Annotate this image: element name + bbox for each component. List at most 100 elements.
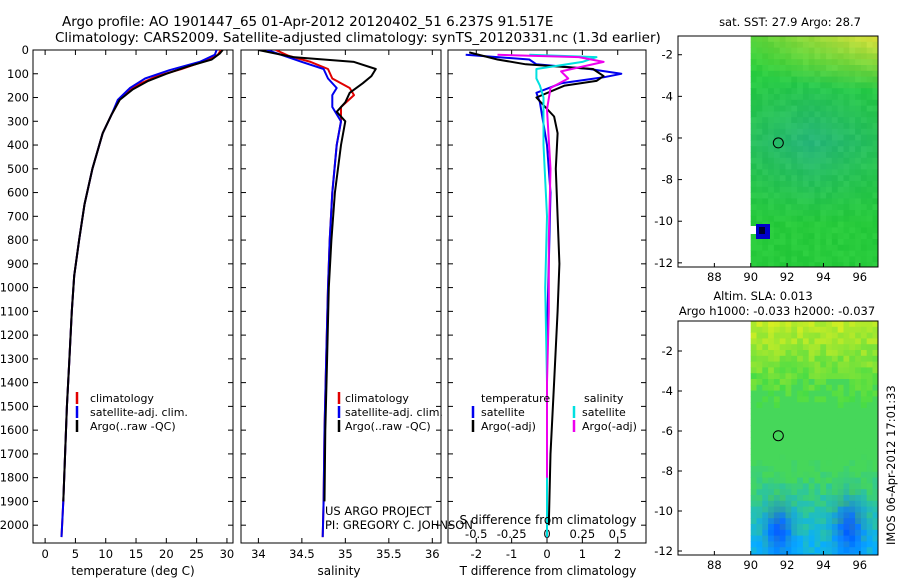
map-cell bbox=[785, 169, 792, 176]
map-cell bbox=[756, 367, 763, 374]
map-cell bbox=[826, 367, 833, 374]
map-cell bbox=[860, 321, 868, 328]
map-cell bbox=[797, 65, 804, 72]
map-cell bbox=[750, 65, 757, 72]
map-cell bbox=[773, 402, 781, 409]
map-cell bbox=[872, 111, 878, 118]
sla-map-axes: 88 90 92 94 96-2-4-6-8-10-12 bbox=[654, 344, 867, 572]
x-tick-label: 25 bbox=[189, 547, 204, 561]
x-tick-label: -1 bbox=[506, 547, 517, 561]
map-cell bbox=[843, 541, 850, 548]
map-cell bbox=[843, 88, 850, 95]
map-cell bbox=[802, 535, 810, 542]
map-cell bbox=[779, 152, 786, 159]
map-cell bbox=[855, 262, 862, 267]
map-cell bbox=[779, 111, 786, 118]
map-cell bbox=[860, 529, 868, 536]
y-tick-label: 1900 bbox=[0, 494, 29, 508]
map-cell bbox=[866, 53, 873, 60]
map-cell bbox=[866, 344, 873, 351]
map-cell bbox=[866, 134, 873, 141]
map-cell bbox=[762, 204, 769, 211]
map-cell bbox=[808, 367, 815, 374]
map-cell bbox=[826, 500, 833, 507]
map-cell bbox=[872, 408, 878, 415]
map-cell bbox=[820, 471, 827, 478]
map-cell bbox=[843, 215, 850, 222]
map-cell bbox=[855, 419, 862, 426]
map-cell bbox=[768, 326, 775, 333]
map-cell bbox=[849, 344, 856, 351]
map-cell bbox=[814, 332, 821, 339]
map-cell bbox=[860, 506, 868, 513]
map-cell bbox=[849, 59, 856, 66]
map-cell bbox=[843, 175, 850, 182]
map-cell bbox=[826, 117, 833, 124]
map-cell bbox=[849, 70, 856, 77]
map-cell bbox=[866, 233, 873, 240]
x-tick-label: 34 bbox=[251, 547, 266, 561]
map-cell bbox=[831, 210, 839, 217]
map-cell bbox=[814, 384, 821, 391]
map-cell bbox=[762, 471, 769, 478]
map-cell bbox=[808, 88, 815, 95]
map-cell bbox=[797, 425, 804, 432]
map-cell bbox=[837, 65, 844, 72]
map-cell bbox=[750, 454, 757, 461]
map-cell bbox=[831, 204, 839, 211]
map-cell bbox=[843, 500, 850, 507]
map-cell bbox=[802, 128, 810, 135]
map-cell bbox=[843, 437, 850, 444]
map-cell bbox=[802, 192, 810, 199]
map-cell bbox=[750, 123, 757, 130]
map-cell bbox=[785, 321, 792, 328]
map-cell bbox=[797, 495, 804, 502]
map-cell bbox=[866, 41, 873, 48]
map-cell bbox=[779, 344, 786, 351]
map-cell bbox=[860, 355, 868, 362]
map-cell bbox=[855, 105, 862, 112]
map-cell bbox=[768, 431, 775, 438]
map-cell bbox=[814, 373, 821, 380]
map-cell bbox=[773, 36, 781, 43]
map-cell bbox=[849, 140, 856, 147]
map-cell bbox=[849, 215, 856, 222]
map-cell bbox=[785, 186, 792, 193]
map-cell bbox=[837, 157, 844, 164]
map-cell bbox=[837, 36, 844, 43]
map-cell bbox=[791, 99, 798, 106]
map-cell bbox=[814, 355, 821, 362]
map-cell bbox=[802, 198, 810, 205]
sla-map bbox=[750, 321, 878, 555]
map-cell bbox=[849, 518, 856, 525]
map-cell bbox=[797, 221, 804, 228]
map-cell bbox=[779, 192, 786, 199]
map-cell bbox=[826, 419, 833, 426]
map-cell bbox=[750, 111, 757, 118]
map-cell bbox=[797, 140, 804, 147]
map-cell bbox=[866, 146, 873, 153]
map-cell bbox=[820, 99, 827, 106]
map-cell bbox=[866, 361, 873, 368]
map-cell bbox=[843, 105, 850, 112]
map-cell bbox=[826, 350, 833, 357]
map-cell bbox=[849, 500, 856, 507]
map-cell bbox=[808, 262, 815, 267]
map-cell bbox=[843, 466, 850, 473]
map-cell bbox=[773, 181, 781, 188]
map-cell bbox=[802, 175, 810, 182]
y-tick-label: 1300 bbox=[0, 352, 29, 366]
sst-map-axes: 88 90 92 94 96-2-4-6-8-10-12 bbox=[654, 48, 867, 284]
map-cell bbox=[785, 233, 792, 240]
map-cell bbox=[808, 483, 815, 490]
map-cell bbox=[756, 448, 763, 455]
map-cell bbox=[843, 390, 850, 397]
map-cell bbox=[843, 535, 850, 542]
map-cell bbox=[849, 169, 856, 176]
series-line-temperature-argo-adj bbox=[468, 51, 605, 526]
map-cell bbox=[802, 105, 810, 112]
map-cell bbox=[756, 419, 763, 426]
salinity-axes: 34 34.5 35 35.5 36 bbox=[241, 49, 441, 561]
map-cell bbox=[814, 140, 821, 147]
map-cell bbox=[779, 256, 786, 263]
